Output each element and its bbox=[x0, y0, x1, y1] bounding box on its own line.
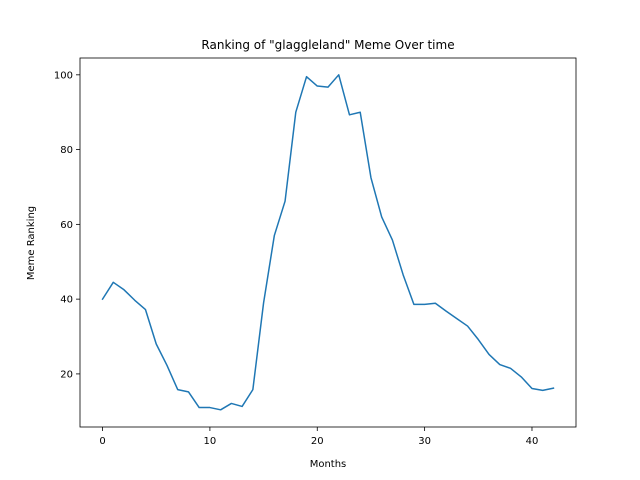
x-tick-label: 30 bbox=[418, 436, 431, 447]
chart-title: Ranking of "glaggleland" Meme Over time bbox=[201, 38, 454, 52]
y-axis-label: Meme Ranking bbox=[26, 206, 37, 280]
x-tick-label: 10 bbox=[204, 436, 217, 447]
x-axis-label: Months bbox=[310, 459, 347, 470]
plot-area: 0 10 20 30 40 20 40 60 80 100 bbox=[54, 57, 577, 447]
y-tick-label: 80 bbox=[60, 145, 73, 156]
x-tick-label: 40 bbox=[526, 436, 539, 447]
y-tick-label: 60 bbox=[60, 220, 73, 231]
series-line-0 bbox=[101, 74, 555, 411]
axes-frame bbox=[79, 57, 577, 428]
y-tick-label: 40 bbox=[60, 295, 73, 306]
x-tick-label: 0 bbox=[99, 436, 105, 447]
y-tick-label: 20 bbox=[60, 369, 73, 380]
y-tick-label: 100 bbox=[54, 70, 73, 81]
x-tick-label: 20 bbox=[311, 436, 324, 447]
